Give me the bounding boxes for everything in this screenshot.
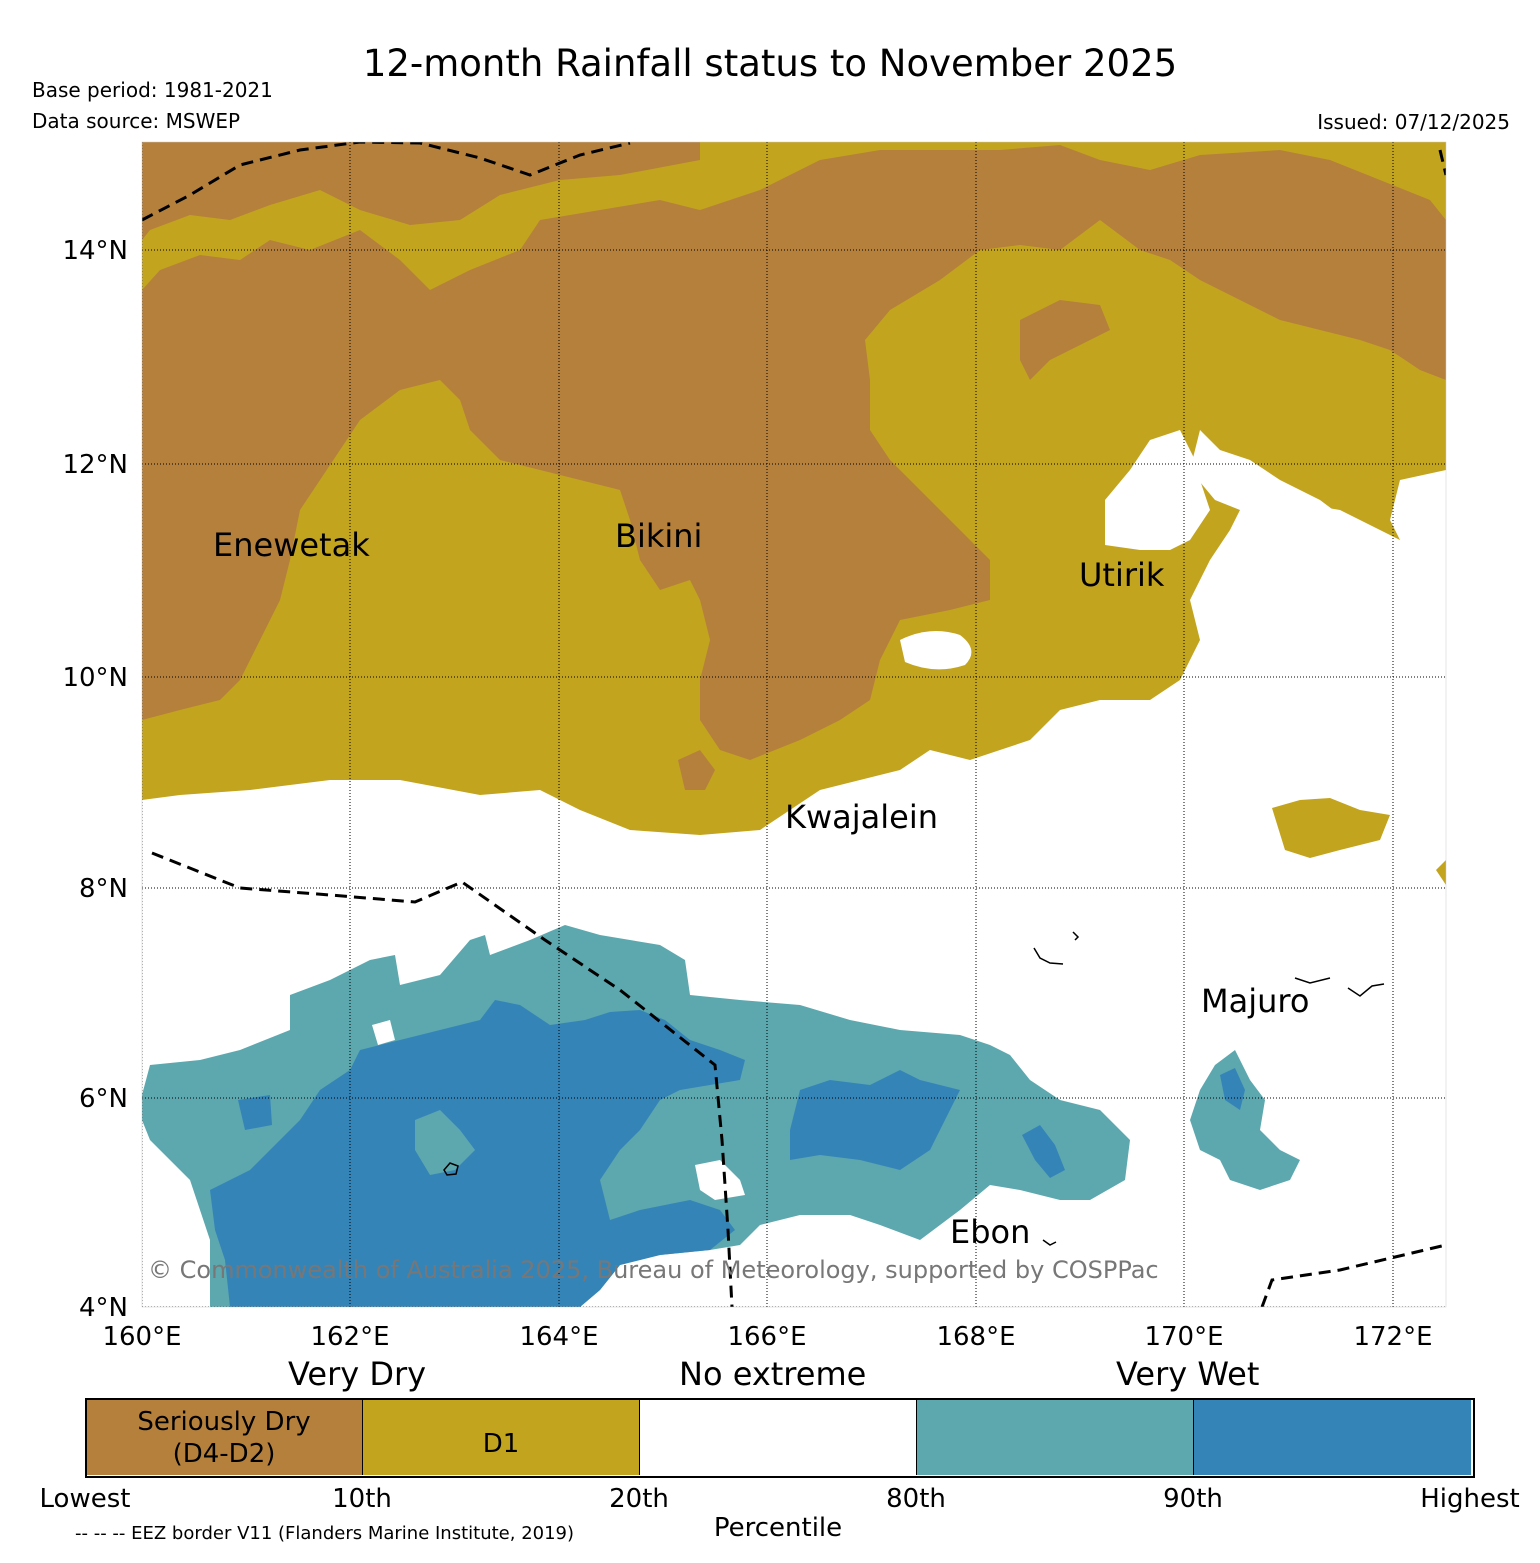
percentile-axis-label: Percentile: [713, 1513, 843, 1543]
legend-very-dry: Very Dry: [288, 1355, 427, 1393]
place-label-utirik: Utirik: [1079, 556, 1165, 594]
very-wet-90-plus-region: [210, 1000, 745, 1307]
seriously-dry-region: [678, 750, 715, 790]
d1-region: [1436, 860, 1446, 885]
place-label-ebon: Ebon: [950, 1213, 1030, 1251]
legend-box-seriously-dry: Seriously Dry (D4-D2): [86, 1399, 363, 1475]
legend-no-extreme: No extreme: [679, 1355, 867, 1393]
very-wet-90-plus-region: [1220, 1068, 1245, 1110]
no-extreme-patch: [900, 631, 972, 670]
legend-frame: [85, 1398, 1475, 1478]
eez-border: [142, 142, 1446, 1307]
place-label-kwajalein: Kwajalein: [785, 798, 938, 836]
percentile-label: 90th: [1163, 1484, 1223, 1514]
percentile-label: 80th: [886, 1484, 946, 1514]
seriously-dry-region: [142, 142, 700, 240]
no-extreme-patch: [695, 1160, 745, 1200]
lon-label: 164°E: [519, 1322, 598, 1352]
d1-region: [1272, 798, 1390, 858]
lat-label: 8°N: [79, 874, 128, 904]
very-wet-90-plus-region: [1022, 1125, 1065, 1178]
lon-label: 162°E: [310, 1322, 389, 1352]
percentile-label: 20th: [609, 1484, 669, 1514]
percentile-label: Highest: [1420, 1484, 1520, 1514]
legend-box-d1: D1: [363, 1399, 640, 1475]
legend-box-no-extreme: [640, 1399, 917, 1475]
lon-label: 160°E: [102, 1322, 181, 1352]
lon-label: 168°E: [936, 1322, 1015, 1352]
legend-box-very-wet: [1194, 1399, 1471, 1475]
copyright-notice: © Commonwealth of Australia 2025, Bureau…: [148, 1256, 1159, 1284]
place-label-bikini: Bikini: [615, 517, 702, 555]
no-extreme-patch: [372, 1020, 395, 1045]
plot-frame: [141, 141, 1447, 1308]
base-period: Base period: 1981-2021: [32, 78, 273, 102]
percentile-label: 10th: [332, 1484, 392, 1514]
very-wet-90-plus-region: [790, 1070, 960, 1170]
legend-box-wet: [917, 1399, 1194, 1475]
lon-label: 170°E: [1144, 1322, 1223, 1352]
lat-label: 4°N: [79, 1293, 128, 1323]
place-label-majuro: Majuro: [1201, 982, 1309, 1020]
very-wet-80-90-region: [415, 1110, 475, 1175]
legend-box-label: D1: [482, 1429, 520, 1459]
lat-label: 10°N: [62, 663, 128, 693]
map-title: 12-month Rainfall status to November 202…: [362, 42, 1178, 85]
issued-date: Issued: 07/12/2025: [1317, 110, 1510, 134]
seriously-dry-region: [1020, 300, 1110, 380]
eez-note: -- -- -- EEZ border V11 (Flanders Marine…: [75, 1523, 575, 1544]
seriously-dry-region: [142, 145, 1446, 760]
very-wet-90-plus-region: [238, 1095, 272, 1130]
lat-label: 12°N: [62, 450, 128, 480]
atoll-outlines: [443, 931, 1385, 1246]
no-extreme-patch: [1200, 500, 1446, 830]
place-label-enewetak: Enewetak: [213, 526, 370, 564]
gridlines: [142, 142, 1446, 1307]
legend-box-label: Seriously Dry: [137, 1407, 311, 1437]
percentile-label: Lowest: [39, 1484, 131, 1514]
legend-very-wet: Very Wet: [1116, 1355, 1260, 1393]
data-source: Data source: MSWEP: [32, 109, 241, 133]
lon-label: 172°E: [1353, 1322, 1432, 1352]
lat-label: 14°N: [62, 236, 128, 266]
lon-label: 166°E: [727, 1322, 806, 1352]
legend-box-label: (D4-D2): [172, 1439, 276, 1469]
lat-label: 6°N: [79, 1084, 128, 1114]
very-wet-80-90-region: [1190, 1050, 1300, 1190]
